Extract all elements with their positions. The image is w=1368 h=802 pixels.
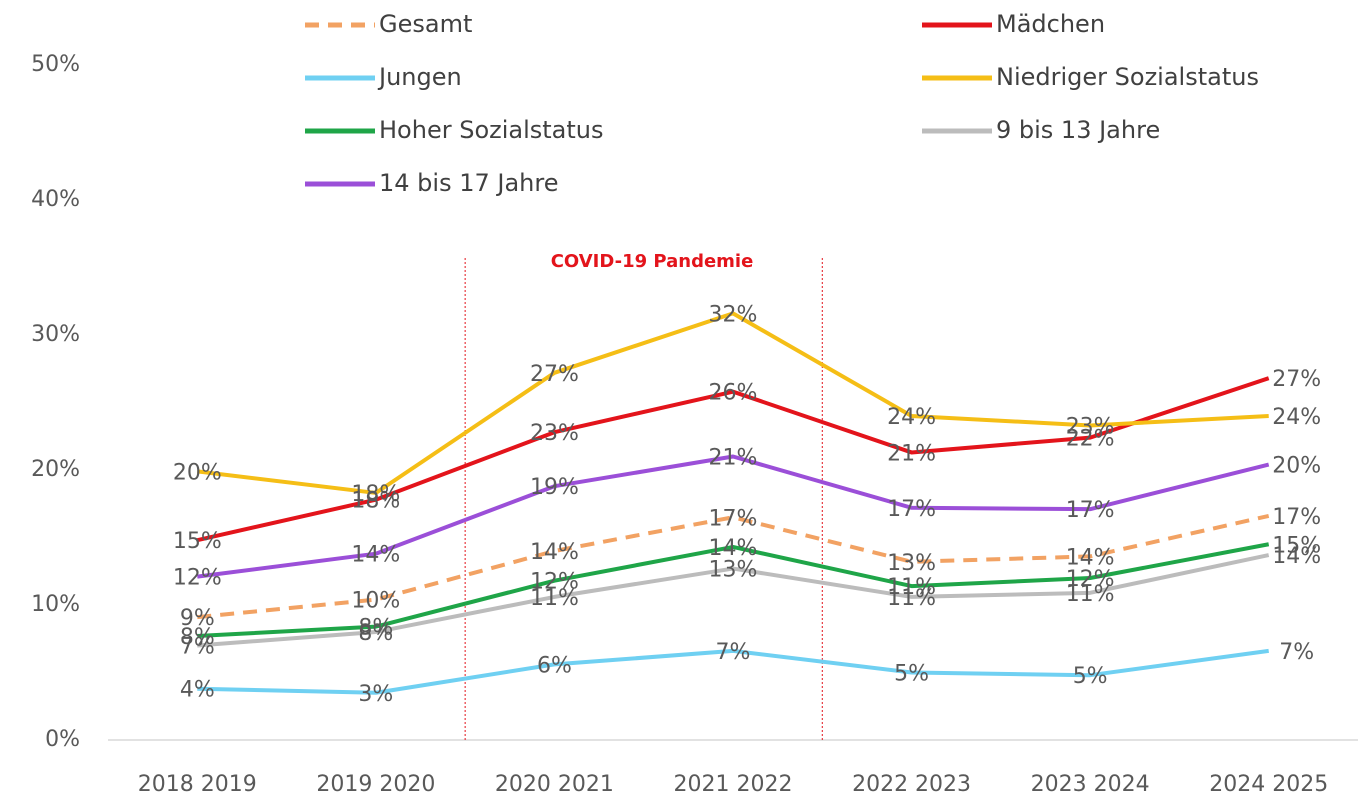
- data-label: 7%: [1279, 640, 1314, 665]
- data-label: 7%: [180, 635, 215, 660]
- y-tick-label: 50%: [31, 52, 80, 77]
- data-label: 12%: [173, 566, 222, 591]
- series-line: [196, 376, 1270, 543]
- data-label: 17%: [1272, 505, 1321, 530]
- series-line: [197, 542, 1270, 639]
- legend-label: Jungen: [377, 63, 462, 91]
- data-label: 20%: [1272, 454, 1321, 479]
- data-label: 17%: [709, 506, 758, 531]
- data-label: 11%: [1066, 582, 1115, 607]
- data-label: 23%: [1066, 414, 1115, 439]
- data-label: 19%: [530, 475, 579, 500]
- data-label: 22%: [1066, 427, 1115, 452]
- legend-label: Hoher Sozialstatus: [379, 116, 604, 144]
- data-label: 6%: [537, 653, 572, 678]
- data-label: 26%: [709, 381, 758, 406]
- data-label: 14%: [709, 536, 758, 561]
- series-line: [197, 311, 1269, 495]
- data-label: 23%: [530, 421, 579, 446]
- x-tick-label: 2018 2019: [138, 772, 257, 797]
- data-label: 14%: [1066, 545, 1115, 570]
- data-label: 7%: [716, 640, 751, 665]
- y-tick-label: 20%: [31, 457, 80, 482]
- annotation: COVID-19 Pandemie: [551, 251, 754, 272]
- data-label: 32%: [709, 302, 758, 327]
- data-label: 5%: [1073, 664, 1108, 689]
- data-label: 8%: [358, 616, 393, 641]
- data-label: 14%: [1272, 544, 1321, 569]
- data-label: 11%: [887, 575, 936, 600]
- legend-label: Gesamt: [379, 10, 472, 38]
- y-tick-label: 10%: [31, 592, 80, 617]
- x-tick-label: 2023 2024: [1031, 772, 1150, 797]
- legend-label: Mädchen: [996, 10, 1105, 38]
- data-label: 24%: [1272, 405, 1321, 430]
- data-label: 5%: [894, 662, 929, 687]
- data-label: 11%: [887, 586, 936, 611]
- data-label: 21%: [887, 441, 936, 466]
- data-label: 21%: [709, 446, 758, 471]
- x-tick-label: 2024 2025: [1209, 772, 1328, 797]
- data-label: 8%: [358, 621, 393, 646]
- series-line: [197, 454, 1270, 579]
- data-label: 20%: [173, 460, 222, 485]
- data-label: 18%: [351, 482, 400, 507]
- data-label: 8%: [180, 625, 215, 650]
- data-label: 13%: [887, 551, 936, 576]
- series-line: [197, 513, 1270, 620]
- data-label: 13%: [709, 558, 758, 583]
- data-label: 18%: [351, 489, 400, 514]
- data-label: 11%: [530, 586, 579, 611]
- x-tick-label: 2020 2021: [495, 772, 614, 797]
- y-tick-label: 0%: [45, 727, 80, 752]
- data-label: 27%: [530, 362, 579, 387]
- data-label: 24%: [887, 405, 936, 430]
- data-label: 4%: [180, 678, 215, 703]
- data-label: 27%: [1272, 367, 1321, 392]
- data-label: 17%: [887, 497, 936, 522]
- legend-label: 14 bis 17 Jahre: [379, 169, 558, 197]
- legend-label: 9 bis 13 Jahre: [996, 116, 1160, 144]
- data-label: 9%: [180, 606, 215, 631]
- legend-label: Niedriger Sozialstatus: [996, 63, 1259, 91]
- data-label: 17%: [1066, 498, 1115, 523]
- series-line: [197, 648, 1269, 695]
- data-label: 15%: [173, 529, 222, 554]
- data-label: 14%: [351, 543, 400, 568]
- data-label: 12%: [1066, 567, 1115, 592]
- x-tick-label: 2019 2020: [316, 772, 435, 797]
- data-label: 3%: [358, 682, 393, 707]
- data-label: 10%: [351, 589, 400, 614]
- x-tick-label: 2022 2023: [852, 772, 971, 797]
- data-label: 14%: [530, 540, 579, 565]
- x-tick-label: 2021 2022: [674, 772, 793, 797]
- data-label: 15%: [1272, 533, 1321, 558]
- series-line: [197, 553, 1270, 648]
- y-tick-label: 40%: [31, 187, 80, 212]
- data-label: 12%: [530, 570, 579, 595]
- y-tick-label: 30%: [31, 322, 80, 347]
